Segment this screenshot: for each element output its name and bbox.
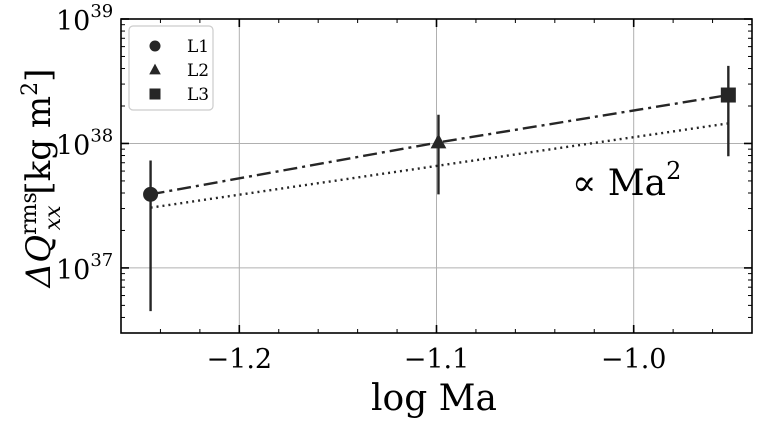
y-tick-label-exponent: 39 (90, 1, 113, 22)
legend-marker-l1 (149, 40, 161, 52)
y-axis-label-prefix: ΔQ (19, 235, 59, 289)
fit-line-dashdot (150, 93, 729, 196)
y-axis-label-subscript: xx (41, 205, 66, 230)
y-tick-label-base: 10 (56, 130, 90, 161)
data-point-l1 (143, 186, 159, 202)
y-axis-label-unit: [kg m (19, 96, 59, 206)
data-lines (150, 93, 729, 209)
legend-label-l3: L3 (187, 85, 209, 105)
legend-label-l1: L1 (187, 37, 209, 57)
legend-marker-l2 (149, 63, 161, 75)
y-axis-label-unit-power: 2 (18, 82, 43, 96)
scaling-annotation-power: 2 (666, 157, 681, 185)
x-tick-label: −1.2 (207, 344, 273, 375)
y-tick-label-base: 10 (56, 6, 90, 37)
x-tick-labels: −1.2 −1.1 −1.0 (207, 344, 667, 375)
y-tick-label-exponent: 38 (90, 125, 113, 146)
x-axis-label: log Ma (371, 378, 497, 419)
data-point-l2 (430, 133, 447, 149)
data-point-l3 (720, 87, 736, 103)
y-tick-label-exponent: 37 (90, 250, 113, 271)
y-tick-label-base: 10 (56, 255, 90, 286)
y-tick-label: 1038 (56, 125, 113, 161)
major-ticks (121, 18, 752, 333)
scaling-annotation: ∝ Ma2 (572, 157, 681, 204)
y-axis-label-unit-close: ] (19, 69, 59, 82)
x-tick-label: −1.0 (601, 344, 667, 375)
legend-marker-l3 (149, 88, 161, 100)
y-tick-label: 1039 (56, 1, 113, 37)
x-tick-label: −1.1 (404, 344, 470, 375)
y-axis-label: ΔQrmsxx [kg m2] (17, 69, 66, 290)
plot-frame (120, 18, 753, 334)
scaling-annotation-text: ∝ Ma (572, 163, 666, 204)
legend: L1 L2 L3 (128, 25, 214, 111)
y-tick-label: 1037 (56, 250, 113, 286)
data-points (143, 65, 736, 312)
y-axis-label-superscript: rms (17, 192, 42, 235)
legend-entries: L1 L2 L3 (149, 37, 209, 105)
reference-line-dotted (150, 122, 729, 209)
legend-label-l2: L2 (187, 61, 209, 81)
